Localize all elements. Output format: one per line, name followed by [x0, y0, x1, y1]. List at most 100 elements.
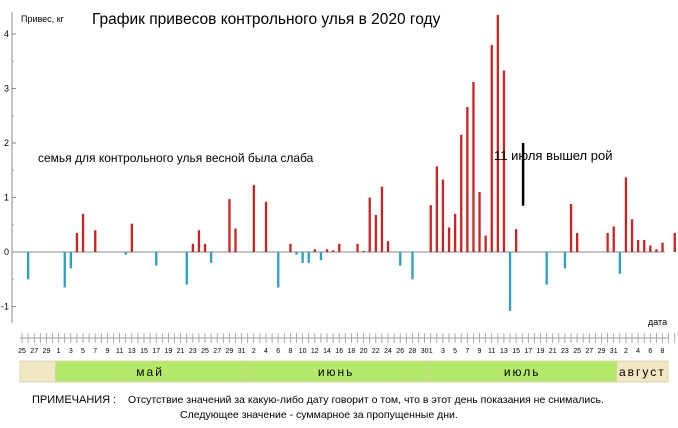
x-tick-label: 31 [610, 348, 618, 355]
bar [515, 229, 518, 252]
bar [185, 252, 188, 285]
bar [325, 249, 329, 252]
annotation-swarm: 11 июля вышел рой [494, 148, 612, 163]
bar [661, 242, 664, 252]
bar [319, 252, 323, 261]
x-tick-label: 5 [453, 348, 457, 355]
bar [435, 166, 438, 252]
x-tick-label: 6 [276, 348, 280, 355]
bar [429, 205, 432, 252]
x-tick-label: 20 [360, 348, 368, 355]
month-label: август [619, 365, 666, 379]
x-tick-label: 27 [585, 348, 593, 355]
bar [191, 243, 194, 252]
x-tick-label: 15 [512, 348, 520, 355]
bar [618, 252, 621, 274]
bar [155, 252, 158, 266]
bar [454, 213, 457, 252]
bar [545, 252, 548, 285]
bar [612, 226, 615, 252]
x-tick-label: 2 [624, 348, 628, 355]
x-tick-label: 19 [537, 348, 545, 355]
bar [362, 250, 365, 252]
x-tick-label: 17 [524, 348, 532, 355]
bar [673, 232, 676, 252]
x-tick-label: 27 [213, 348, 221, 355]
notes-line-2: Следующее значение - суммарное за пропущ… [180, 409, 458, 421]
bar [228, 199, 231, 252]
y-tick-label: 4 [4, 29, 9, 39]
x-tick-label: 11 [488, 348, 495, 355]
month-band [19, 360, 56, 383]
bar [655, 249, 658, 252]
bar [386, 241, 390, 252]
x-tick-label: 12 [311, 348, 319, 355]
bar [496, 14, 499, 252]
x-tick-label: 23 [189, 348, 197, 355]
bar [447, 227, 451, 252]
bar [277, 252, 280, 288]
bar [399, 252, 402, 266]
x-tick-label: 8 [661, 348, 665, 355]
x-tick-label: 7 [465, 348, 469, 355]
bar [69, 252, 72, 269]
bar [332, 250, 335, 252]
month-label: июнь [318, 365, 355, 379]
bar [203, 243, 207, 252]
month-bands: май июнь июль август [19, 360, 669, 383]
x-tick-label: 25 [18, 348, 26, 355]
x-tick-label: 23 [561, 348, 569, 355]
y-axis-label: Привес, кг [21, 14, 65, 24]
month-band [616, 360, 669, 383]
bar [411, 252, 414, 280]
x-tick-label: 28 [409, 348, 417, 355]
bar [380, 186, 384, 252]
bar [27, 252, 30, 280]
x-tick-label: 2 [252, 348, 256, 355]
bar [252, 184, 255, 252]
x-tick-label: 3 [69, 348, 73, 355]
bar [637, 240, 640, 252]
bars [27, 14, 676, 311]
x-tick-label: 17 [152, 348, 160, 355]
x-tick-label: 25 [201, 348, 209, 355]
bar [313, 249, 316, 252]
bar [63, 252, 66, 288]
bar [563, 252, 567, 269]
x-ticks: 25 27 29 1 3 5 7 9 11 13 15 17 19 21 23 25 27 29 31 2 4 6 8 10 1… [18, 333, 676, 355]
bar [441, 179, 445, 252]
x-tick-label: 21 [177, 348, 185, 355]
bar [606, 232, 609, 252]
month-label: май [136, 365, 164, 379]
x-tick-label: 11 [116, 348, 123, 355]
notes-label: ПРИМЕЧАНИЯ : [32, 394, 116, 406]
x-tick-label: 4 [264, 348, 268, 355]
bar [472, 81, 475, 253]
x-tick-label: 9 [105, 348, 109, 355]
bar [508, 252, 512, 311]
x-tick-label: 22 [372, 348, 380, 355]
x-tick-label: 25 [573, 348, 581, 355]
bar [338, 243, 341, 252]
bar [374, 214, 377, 252]
x-tick-label: 5 [81, 348, 85, 355]
axes: -1 0 1 2 3 4 [1, 12, 668, 339]
bar [234, 228, 237, 252]
bar [649, 245, 652, 252]
bar [624, 177, 628, 252]
bar [478, 192, 481, 252]
bar [301, 252, 304, 263]
bar [502, 70, 506, 252]
x-tick-label: 31 [238, 348, 246, 355]
y-tick-label: 3 [4, 84, 9, 94]
x-tick-label: 14 [323, 348, 331, 355]
x-tick-label: 10 [299, 348, 307, 355]
notes-line-1: Отсутствие значений за какую-либо дату г… [128, 394, 604, 406]
x-tick-label: 29 [43, 348, 51, 355]
y-tick-label: 0 [4, 247, 9, 257]
x-tick-label: 13 [128, 348, 136, 355]
bar [643, 240, 646, 252]
x-tick-label: 19 [165, 348, 173, 355]
x-tick-label: 21 [549, 348, 557, 355]
